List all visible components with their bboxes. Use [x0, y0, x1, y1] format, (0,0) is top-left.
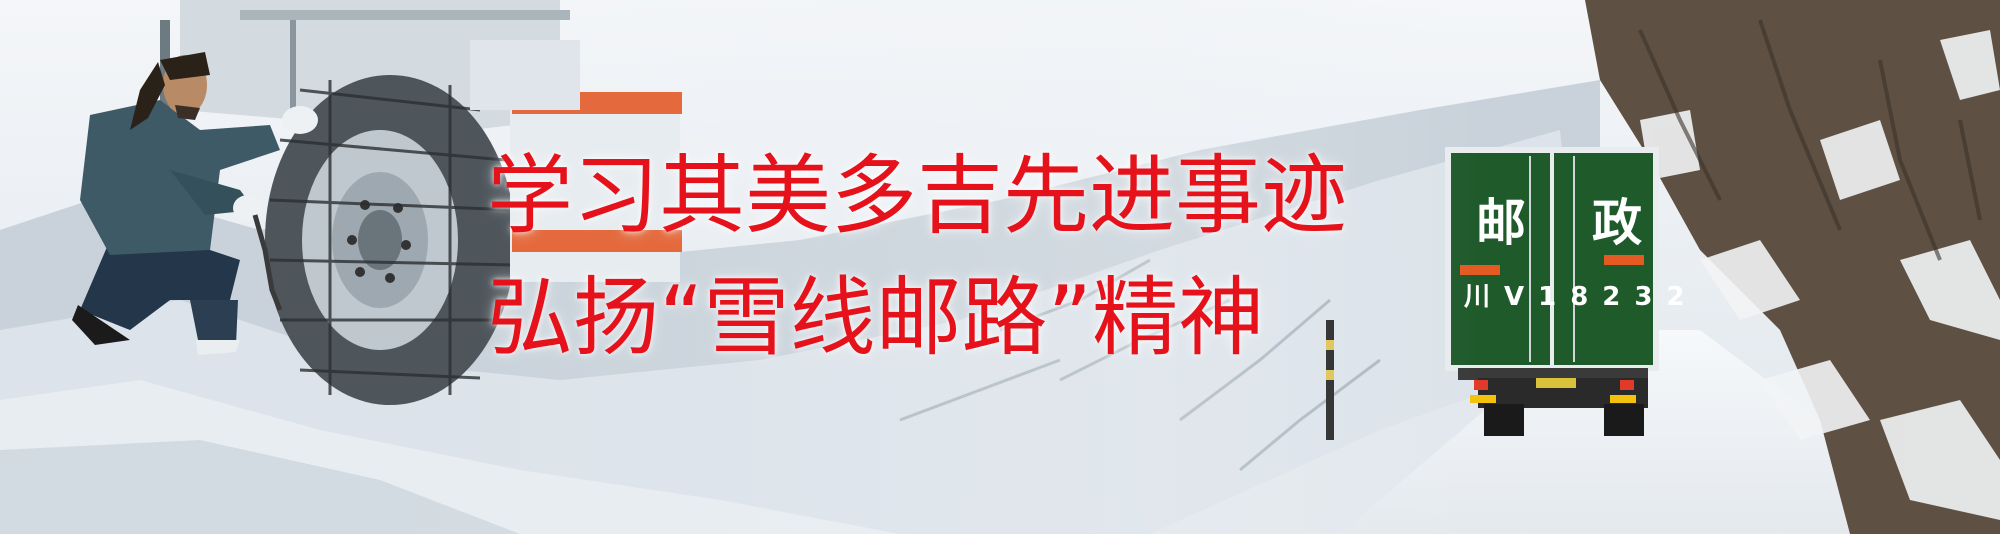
headline: 学习其美多吉先进事迹 弘扬“雪线邮路”精神 — [487, 135, 1347, 379]
headline-line-2: 弘扬“雪线邮路”精神 — [487, 268, 1265, 368]
postal-worker — [72, 52, 318, 355]
cliff-snow — [1640, 30, 2000, 520]
truck-license-plate: 川V18232 — [1464, 282, 1699, 312]
cliff-cracks — [1638, 19, 1982, 261]
truck-wheel-left — [1484, 404, 1524, 436]
truck-wheel-right — [1604, 404, 1644, 436]
truck-mark-zheng: 政 — [1592, 194, 1642, 252]
truck-tire-with-snow-chain — [160, 0, 682, 405]
truck-mark-you: 邮 — [1476, 194, 1526, 252]
truck-bumper — [1458, 368, 1648, 380]
postal-truck — [1445, 147, 1659, 436]
headline-line-1: 学习其美多吉先进事迹 — [487, 146, 1347, 246]
